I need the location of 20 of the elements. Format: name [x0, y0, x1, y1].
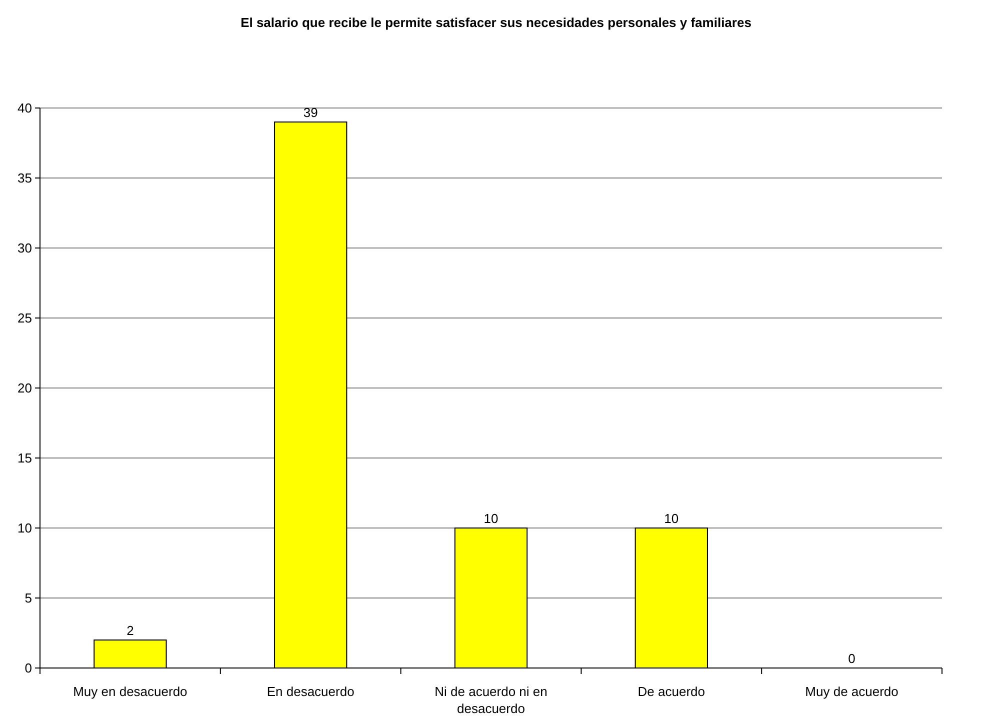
- y-tick-label: 0: [24, 660, 32, 676]
- chart-title: El salario que recibe le permite satisfacer sus necesidades personales y familiares: [240, 15, 752, 30]
- y-tick-label: 20: [18, 380, 32, 396]
- data-label: 39: [303, 105, 318, 120]
- x-tick-label: En desacuerdo: [266, 684, 354, 699]
- data-label: 10: [484, 511, 498, 526]
- data-label: 0: [848, 651, 856, 666]
- y-tick-label: 15: [18, 450, 32, 466]
- x-tick-label: De acuerdo: [638, 684, 706, 699]
- y-tick-label: 10: [18, 520, 32, 536]
- y-tick-label: 30: [18, 240, 32, 256]
- y-tick-label: 5: [24, 590, 32, 606]
- x-tick-label: Muy de acuerdo: [805, 684, 898, 699]
- x-tick-label: Ni de acuerdo ni en desacuerdo: [434, 684, 548, 716]
- x-tick-label: Muy en desacuerdo: [73, 684, 188, 699]
- y-tick-label: 25: [18, 310, 32, 326]
- y-tick-label: 35: [18, 170, 32, 186]
- y-tick-label: 40: [18, 100, 32, 116]
- data-label: 2: [126, 623, 134, 638]
- data-label: 10: [664, 511, 679, 526]
